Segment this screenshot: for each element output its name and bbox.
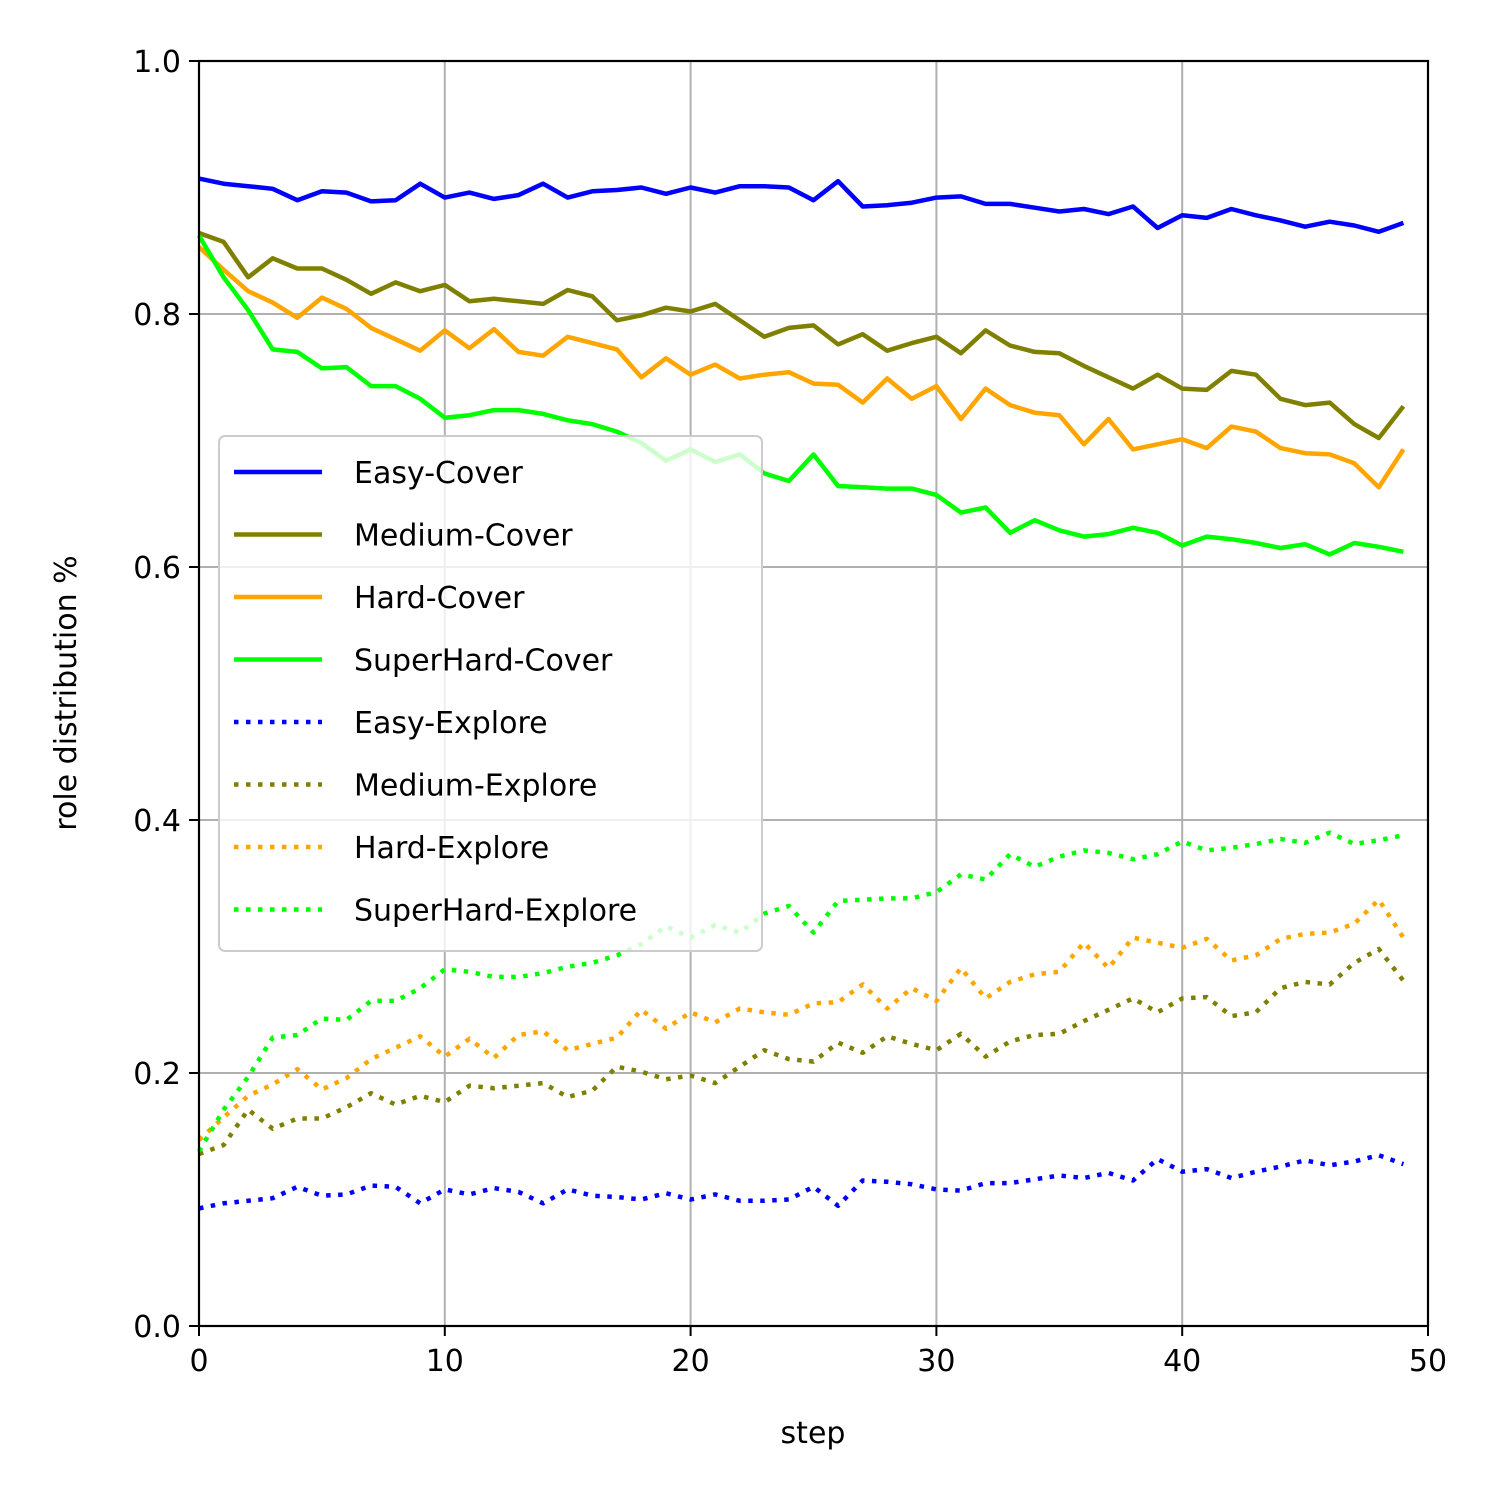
axis-ticks: 0 10 20 30 40 50 0.0 0.2 0.4 0.6 0.8 1.0 (133, 45, 1447, 1379)
legend: Easy-Cover Medium-Cover Hard-Cover SuperHar… (218, 435, 763, 952)
series-line-medium-explore (198, 946, 1406, 1157)
legend-label: SuperHard-Cover (354, 644, 613, 679)
series-line-easy-cover (198, 176, 1405, 235)
x-tick-label: 20 (672, 1344, 710, 1379)
legend-label: Medium-Explore (354, 769, 597, 804)
x-tick-label: 10 (426, 1344, 464, 1379)
x-tick-label: 0 (189, 1344, 208, 1379)
y-tick-label: 0.0 (133, 1310, 181, 1345)
legend-label: Easy-Cover (354, 456, 524, 491)
legend-label: SuperHard-Explore (354, 894, 637, 929)
y-tick-label: 0.4 (133, 804, 181, 839)
x-tick-label: 30 (917, 1344, 955, 1379)
legend-label: Hard-Explore (354, 831, 549, 866)
plot-frame (197, 59, 1430, 1328)
legend-label: Medium-Cover (354, 519, 573, 554)
x-axis-label: step (781, 1416, 846, 1451)
series-line-easy-explore (198, 1152, 1405, 1211)
legend-label: Easy-Explore (354, 706, 548, 741)
legend-box (218, 435, 763, 952)
series-line-hard-explore (197, 897, 1406, 1142)
x-tick-label: 50 (1409, 1344, 1447, 1379)
y-axis-label: role distribution % (49, 555, 84, 830)
series-line-hard-cover (197, 245, 1406, 490)
y-tick-label: 0.2 (133, 1057, 181, 1092)
y-tick-label: 0.8 (133, 298, 181, 333)
y-tick-label: 0.6 (133, 551, 181, 586)
series-line-medium-cover (198, 230, 1406, 441)
series-lines (197, 176, 1406, 1211)
legend-label: Hard-Cover (354, 581, 525, 616)
series-line-superhard-cover (197, 234, 1404, 557)
x-tick-label: 40 (1163, 1344, 1201, 1379)
y-tick-label: 1.0 (133, 45, 181, 80)
